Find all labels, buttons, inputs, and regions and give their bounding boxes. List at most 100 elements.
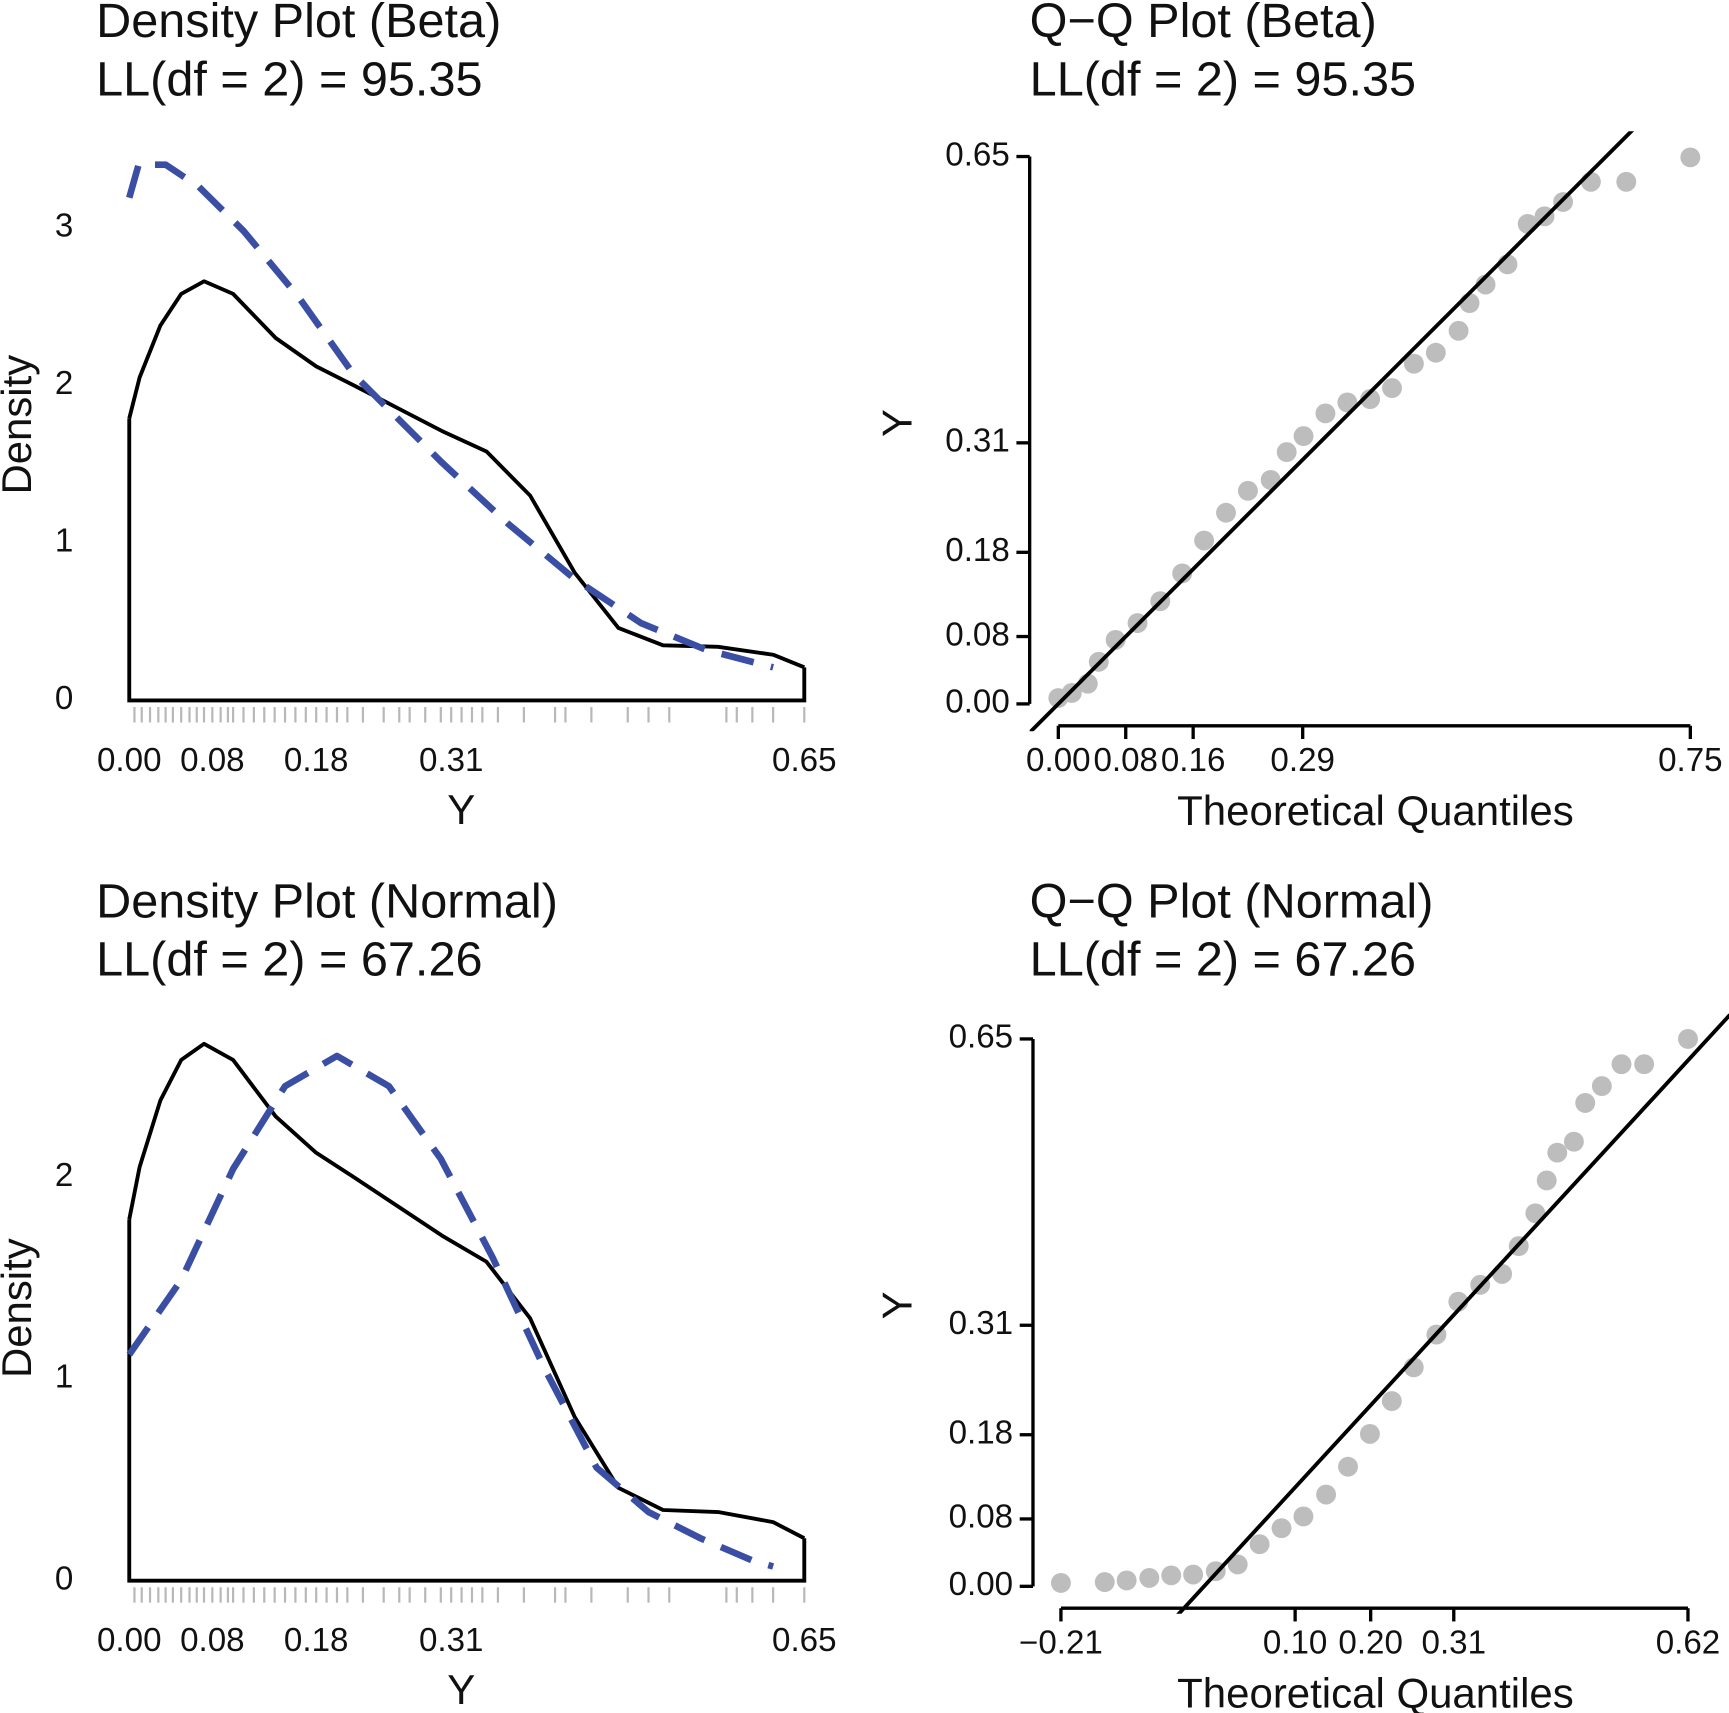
x-tick-label: 0.20 [1338, 1624, 1403, 1661]
x-tick-label: 0.00 [97, 742, 162, 779]
qq-point [1359, 1423, 1380, 1444]
y-tick-label: 0.65 [945, 136, 1010, 173]
qq-point [1403, 353, 1424, 374]
qq-point [1183, 1564, 1204, 1585]
qq-point [1315, 403, 1336, 424]
y-tick-label: 0.00 [945, 684, 1010, 721]
y-tick-label: 0.08 [949, 1499, 1014, 1536]
qq-point [1161, 1565, 1182, 1586]
x-tick-label: 0.62 [1656, 1624, 1721, 1661]
qq-point [1459, 293, 1480, 313]
qq-point [1050, 1573, 1071, 1593]
qq-point [1680, 147, 1701, 168]
chart-subtitle: LL(df = 2) = 95.35 [1030, 53, 1416, 107]
chart-title: Density Plot (Normal) [96, 874, 558, 928]
x-axis-title: Theoretical Quantiles [1177, 787, 1574, 834]
y-tick-label: 2 [55, 1157, 73, 1194]
qq-point [1216, 502, 1236, 523]
qq-point [1116, 1570, 1137, 1591]
y-tick-label: 1 [55, 1359, 73, 1396]
chart-title: Q−Q Plot (Normal) [1030, 874, 1434, 928]
x-tick-label: 0.65 [772, 1622, 837, 1659]
x-tick-label: 0.18 [284, 742, 349, 779]
qq-point [1316, 1484, 1337, 1505]
density-line [127, 279, 806, 670]
reference-line [1029, 131, 1635, 732]
qq-point [1591, 1076, 1612, 1097]
x-tick-label: 0.18 [284, 1622, 349, 1659]
qq-point [1616, 171, 1637, 192]
chart-subtitle: LL(df = 2) = 67.26 [1030, 933, 1416, 987]
x-tick-label: 0.31 [419, 742, 484, 779]
qq-point [1580, 171, 1601, 192]
y-tick-label: 0.31 [949, 1305, 1014, 1342]
chart-title: Density Plot (Beta) [96, 0, 501, 48]
density-line [127, 1041, 806, 1540]
qq-point [1563, 1131, 1584, 1152]
x-tick-label: 0.08 [180, 1622, 245, 1659]
y-axis-title: Y [873, 409, 920, 437]
y-tick-label: 3 [55, 207, 73, 244]
y-axis-title: Density [0, 355, 40, 495]
qq-point [1575, 1093, 1596, 1113]
qq-point [1172, 563, 1193, 584]
qq-point [1338, 1456, 1358, 1477]
qq-point [1194, 530, 1215, 551]
x-tick-label: 0.16 [1161, 742, 1226, 779]
y-tick-label: 0.31 [945, 423, 1010, 460]
qq-point [1611, 1054, 1632, 1075]
x-tick-label: 0.08 [1093, 742, 1158, 779]
x-tick-label: 0.00 [1026, 742, 1091, 779]
x-tick-label: 0.31 [419, 1622, 484, 1659]
y-tick-label: 0.18 [949, 1415, 1014, 1452]
qq-point [1492, 1263, 1513, 1284]
y-tick-label: 0 [55, 1560, 73, 1597]
y-tick-label: 0.00 [949, 1566, 1014, 1603]
qq-point [1293, 1506, 1314, 1527]
x-tick-label: 0.29 [1270, 742, 1335, 779]
x-axis-title: Theoretical Quantiles [1177, 1670, 1574, 1713]
qq-point [1382, 378, 1402, 399]
qq-point [1249, 1534, 1270, 1555]
chart-title: Q−Q Plot (Beta) [1030, 0, 1377, 48]
chart-subtitle: LL(df = 2) = 95.35 [96, 53, 482, 107]
qq-point [1360, 389, 1381, 409]
qq-point [1227, 1554, 1248, 1575]
y-tick-label: 0.08 [945, 616, 1010, 653]
qq-point [1678, 1029, 1698, 1049]
x-axis-title: Y [447, 786, 475, 833]
chart-subtitle: LL(df = 2) = 67.26 [96, 933, 482, 987]
x-tick-label: 0.75 [1658, 742, 1723, 779]
y-tick-label: 0 [55, 680, 73, 717]
y-tick-label: 0.18 [945, 532, 1010, 569]
y-axis-title: Y [873, 1291, 920, 1319]
qq-point [1634, 1054, 1655, 1075]
x-tick-label: 0.10 [1263, 1624, 1328, 1661]
qq-point [1271, 1518, 1292, 1539]
qq-point [1381, 1391, 1402, 1411]
x-tick-label: 0.08 [180, 742, 245, 779]
y-tick-label: 2 [55, 365, 73, 402]
density-outline [127, 1219, 807, 1583]
density-outline [127, 418, 807, 703]
x-tick-label: 0.65 [772, 742, 837, 779]
x-tick-label: −0.21 [1019, 1624, 1103, 1661]
x-tick-label: 0.31 [1422, 1624, 1487, 1661]
fitted-density-line [126, 161, 774, 671]
qq-point [1276, 442, 1297, 463]
fitted-density-line [126, 1052, 775, 1570]
qq-point [1139, 1567, 1160, 1588]
qq-point [1547, 1142, 1568, 1163]
qq-point [1425, 342, 1446, 363]
qq-point [1448, 320, 1469, 341]
x-tick-label: 0.00 [97, 1622, 162, 1659]
x-axis-title: Y [447, 1666, 475, 1713]
qq-point [1094, 1572, 1115, 1593]
qq-point [1105, 629, 1126, 650]
qq-point [1237, 480, 1258, 501]
y-tick-label: 1 [55, 523, 73, 560]
y-tick-label: 0.65 [949, 1019, 1014, 1056]
qq-point [1293, 426, 1314, 447]
